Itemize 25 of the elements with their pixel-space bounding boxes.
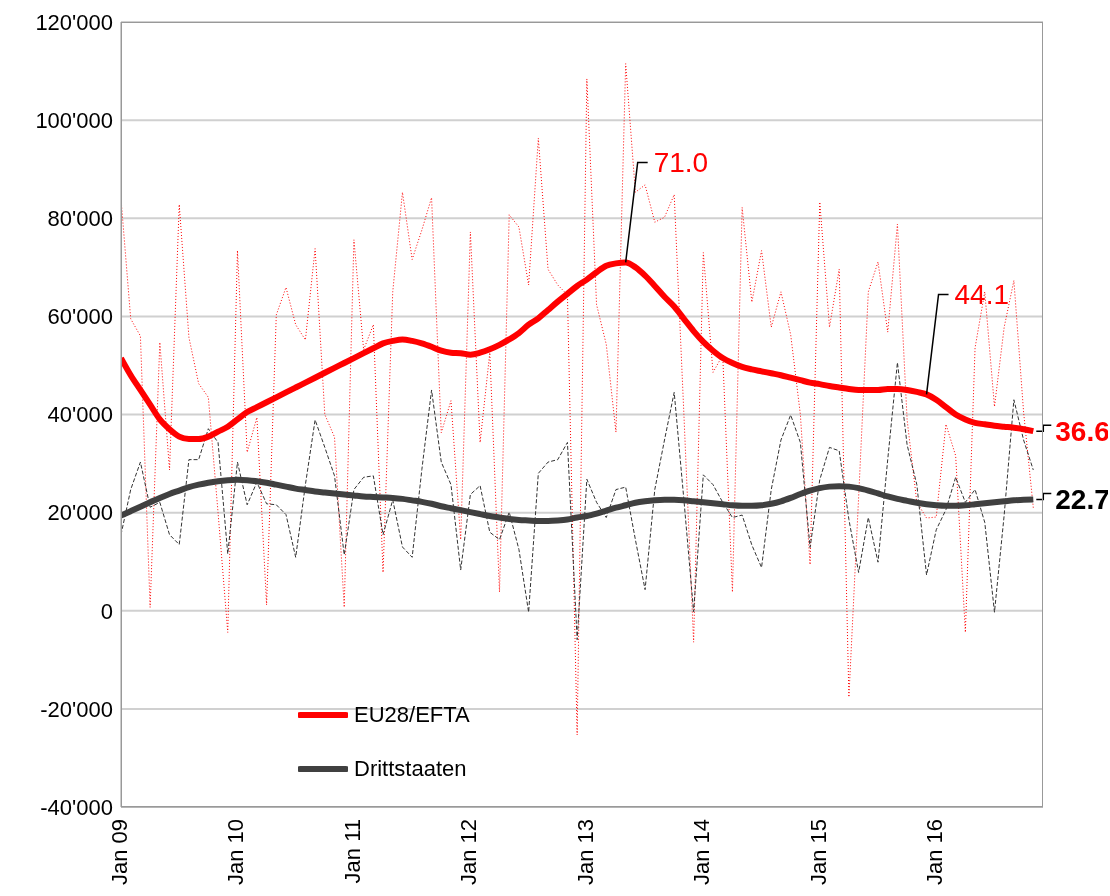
annotation: 44.1 — [954, 278, 1010, 310]
x-tick-label: Jan 10 — [223, 819, 249, 886]
y-tick-label: 100'000 — [35, 107, 113, 133]
x-tick-label: Jan 13 — [572, 819, 598, 886]
y-tick-label: 40'000 — [47, 402, 113, 428]
line-series — [121, 63, 1034, 736]
y-tick-label: 20'000 — [47, 500, 113, 526]
x-tick-label: Jan 16 — [922, 819, 948, 886]
y-tick-label: -20'000 — [40, 696, 113, 722]
legend-label: Drittstaaten — [354, 756, 467, 782]
x-tick-label: Jan 15 — [805, 819, 831, 886]
annotation: 22.7 — [1055, 483, 1110, 515]
y-tick-label: 80'000 — [47, 206, 113, 232]
annotation: 71.0 — [653, 146, 709, 178]
y-tick-label: -40'000 — [40, 794, 113, 820]
y-tick-label: 0 — [100, 598, 113, 624]
line-series — [121, 361, 1034, 641]
x-tick-label: Jan 14 — [689, 819, 715, 886]
y-tick-label: 60'000 — [47, 304, 113, 330]
annotation: 36.6 — [1055, 415, 1110, 447]
x-tick-label: Jan 12 — [456, 819, 482, 886]
y-tick-label: 120'000 — [35, 9, 113, 35]
x-tick-label: Jan 11 — [339, 819, 365, 884]
legend-label: EU28/EFTA — [354, 702, 470, 728]
x-tick-label: Jan 09 — [106, 819, 132, 886]
